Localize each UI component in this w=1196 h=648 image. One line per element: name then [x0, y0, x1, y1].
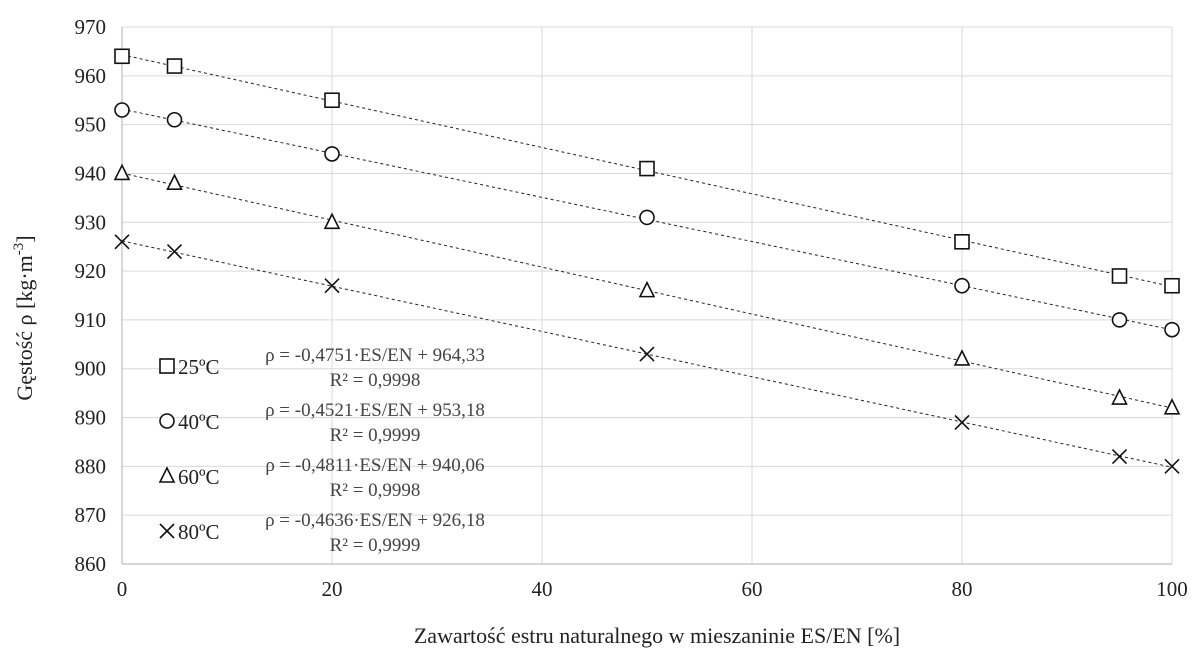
series-2-point-6 [1111, 312, 1128, 328]
x-tick-label-20: 20 [322, 577, 343, 601]
series-3-point-3 [323, 212, 341, 230]
data-points [113, 48, 1181, 474]
legend-item-4-equation: ρ = -0,4636·ES/EN + 926,18 [265, 510, 485, 531]
series-1-point-5 [954, 234, 970, 250]
x-tick-label-80: 80 [952, 577, 973, 601]
series-3-point-4 [638, 280, 656, 298]
series-4-point-6 [1111, 449, 1128, 465]
y-tick-label-950: 950 [75, 113, 107, 137]
y-axis-title-end: ] [12, 235, 37, 242]
series-4-point-5 [954, 414, 970, 430]
legend-item-2: 40ºC ρ = -0,4521·ES/EN + 953,18 R² = 0,999… [159, 400, 485, 446]
legend-item-4-marker [159, 523, 175, 539]
legend-item-1-r2: R² = 0,9998 [330, 370, 421, 391]
x-tick-label-0: 0 [117, 577, 128, 601]
legend-item-2-marker [159, 413, 175, 429]
series-4-trendline [121, 240, 1173, 468]
y-tick-label-890: 890 [75, 406, 107, 430]
grid-lines [122, 26, 1173, 564]
series-3-point-7 [1163, 397, 1181, 415]
legend-item-4-label: 80ºC [178, 520, 220, 544]
x-axis-title: Zawartość estru naturalnego w mieszanini… [414, 623, 900, 648]
y-tick-label-910: 910 [75, 308, 107, 332]
series-4-point-1 [114, 234, 130, 250]
y-tick-label-900: 900 [75, 357, 107, 381]
series-3-point-2 [166, 173, 183, 191]
y-axis-title-main: Gęstość ρ [kg·m [12, 255, 37, 400]
y-tick-label-880: 880 [75, 454, 107, 478]
series-4-point-4 [639, 346, 655, 362]
legend-item-3-label: 60ºC [178, 465, 220, 489]
legend-item-3-r2: R² = 0,9998 [330, 480, 421, 501]
series-3-point-1 [113, 163, 131, 181]
legend-item-2-label: 40ºC [178, 410, 220, 434]
y-tick-label-930: 930 [75, 210, 107, 234]
series-4-point-3 [324, 278, 340, 294]
series-4-point-7 [1164, 458, 1180, 474]
legend-item-4: 80ºC ρ = -0,4636·ES/EN + 926,18 R² = 0,999… [159, 510, 485, 556]
series-1-point-4 [639, 160, 655, 177]
series-3-trendline [121, 172, 1173, 409]
legend-item-2-equation: ρ = -0,4521·ES/EN + 953,18 [265, 400, 485, 421]
y-tick-label-960: 960 [75, 64, 107, 88]
legend-item-3-equation: ρ = -0,4811·ES/EN + 940,06 [265, 455, 484, 476]
series-3-point-5 [953, 349, 971, 366]
y-tick-label-920: 920 [75, 259, 107, 283]
series-1-point-3 [324, 92, 340, 109]
legend-item-1-equation: ρ = -0,4751·ES/EN + 964,33 [265, 345, 485, 366]
series-2-point-1 [114, 102, 130, 118]
x-tick-label-40: 40 [532, 577, 553, 601]
legend-item-4-r2: R² = 0,9999 [330, 535, 421, 556]
y-tick-label-860: 860 [75, 552, 107, 576]
series-1-point-1 [114, 48, 130, 65]
tick-labels: 860 870 880 890 900 910 920 930 940 950 960 970 0 20 4… [75, 15, 1188, 601]
series-2-point-4 [639, 209, 655, 226]
legend-item-1-marker [159, 358, 175, 374]
series-1-point-7 [1164, 277, 1180, 294]
series-3-point-6 [1111, 388, 1128, 405]
y-axis-title: Gęstość ρ [kg·m-3] [11, 235, 37, 400]
series-4-point-2 [166, 243, 183, 260]
series-1-point-2 [166, 58, 183, 74]
legend: 25ºC ρ = -0,4751·ES/EN + 964,33 R² = 0,999… [158, 345, 485, 556]
series-2-point-2 [166, 111, 183, 128]
x-tick-label-60: 60 [742, 577, 763, 601]
y-axis-title-sup: -3 [11, 243, 27, 256]
legend-item-2-r2: R² = 0,9999 [330, 425, 421, 446]
x-tick-label-100: 100 [1156, 577, 1188, 601]
series-1-trendline [121, 54, 1173, 288]
legend-item-3-marker [158, 466, 176, 483]
series-1-point-6 [1111, 268, 1128, 284]
legend-item-3: 60ºC ρ = -0,4811·ES/EN + 940,06 R² = 0,999… [158, 455, 485, 501]
legend-item-1: 25ºC ρ = -0,4751·ES/EN + 964,33 R² = 0,999… [159, 345, 485, 391]
series-2-point-3 [324, 146, 340, 162]
y-tick-label-940: 940 [75, 161, 107, 185]
legend-item-1-label: 25ºC [178, 355, 220, 379]
y-tick-label-970: 970 [75, 15, 107, 39]
series-2-point-5 [954, 277, 970, 294]
series-2-point-7 [1164, 321, 1180, 338]
y-tick-label-870: 870 [75, 503, 107, 527]
